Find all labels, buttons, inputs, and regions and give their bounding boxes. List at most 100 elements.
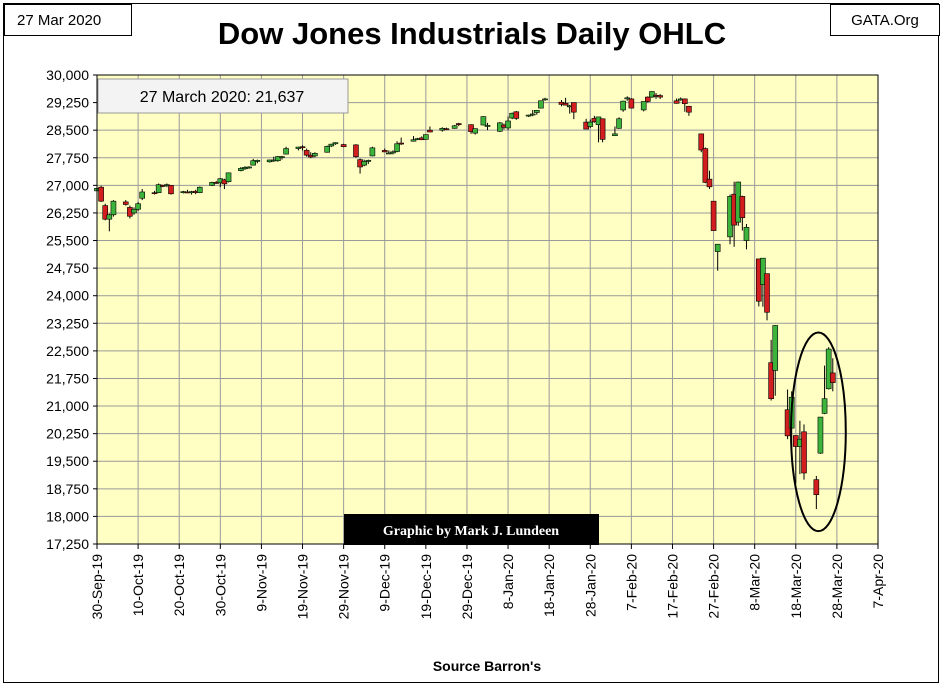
candle-up [480,116,487,126]
candle-body [768,362,774,400]
candle-up [451,125,458,129]
candle-up [649,91,655,98]
candle-up [365,159,372,165]
candle-up [821,365,828,415]
candle-down [764,273,770,321]
candle-body [394,143,400,152]
candle-down [168,184,174,195]
candle-down [102,203,109,221]
candle-up [612,126,618,137]
candle-body [472,128,478,134]
candle-body [122,201,129,205]
candle-body [423,134,429,140]
candle-body [612,133,618,136]
candle-body [250,160,256,166]
x-tick-label: 7-Apr-20 [870,554,886,609]
candle-body [821,398,828,414]
candle-up [225,172,232,183]
candle-up [529,109,536,117]
last-close-label: 27 March 2020: 21,637 [140,89,305,106]
candle-body [353,144,359,157]
candle-body [102,205,109,220]
y-tick-label: 24,750 [46,260,89,276]
candle-body [624,97,631,100]
candle-body [299,146,306,149]
y-tick-label: 27,750 [46,150,89,166]
candle-body [168,185,174,195]
candle-down [682,98,688,112]
candle-up [620,100,626,112]
candle-down [645,96,651,103]
candle-up [538,100,544,109]
y-tick-label: 29,250 [46,95,89,111]
candle-up [250,158,256,166]
candle-body [106,214,113,220]
candle-down [571,102,577,120]
candle-down [455,122,462,127]
candle-body [361,161,367,166]
candle-body [525,114,532,117]
candle-body [451,125,458,129]
candle-down [427,126,433,133]
candle-body [340,144,347,148]
candle-body [324,146,330,153]
candle-up [324,145,330,153]
candle-body [443,128,450,131]
candle-body [529,113,536,116]
candle-down [829,358,836,392]
candle-up [423,134,429,140]
candle-body [801,431,807,474]
candle-body [455,123,462,125]
candle-body [468,124,474,132]
candle-up [505,116,511,131]
candle-up [484,122,491,131]
candle-down [686,105,692,116]
candle-up [312,152,318,158]
candle-up [283,146,289,155]
candle-up [246,166,252,169]
candles [94,91,836,510]
y-tick-label: 23,250 [46,315,89,331]
candle-body [131,208,137,214]
candle-body [484,125,491,127]
candle-up [410,136,417,142]
candle-body [616,118,622,129]
candle-body [312,153,318,157]
candle-body [427,129,433,133]
candle-down [98,185,104,202]
candle-up [817,416,824,454]
candle-body [645,96,651,102]
candle-up [279,155,285,160]
candle-body [813,479,820,496]
y-tick-label: 17,250 [46,536,89,552]
candle-down [710,200,717,231]
last-close-box: 27 March 2020: 21,637 [97,78,349,114]
candle-body [505,120,511,129]
candle-up [640,101,647,112]
candle-body [480,116,487,126]
candle-body [628,98,635,109]
x-tick-label: 17-Feb-20 [664,554,680,619]
candle-body [196,186,203,194]
candle-body [587,121,594,127]
candle-up [275,155,281,162]
candle-body [254,160,261,162]
candle-body [275,156,281,162]
candle-up [772,325,779,396]
candle-down [657,94,663,99]
credit-box: Graphic by Mark J. Lundeen [344,514,599,545]
candle-body [542,98,548,101]
candle-body [98,186,104,202]
candle-up [106,213,113,232]
x-tick-label: 18-Jan-20 [541,554,557,617]
x-tick-label: 9-Nov-19 [253,554,269,612]
y-axis-ticks: 30,000 29,250 28,500 27,750 27,000 26,250 25,5… [46,67,97,552]
candle-body [702,148,709,183]
candle-down [303,148,310,157]
candle-body [743,226,750,241]
candle-up [328,143,335,148]
candle-up [525,114,532,117]
candle-down [353,144,359,158]
x-tick-label: 28-Jan-20 [582,554,598,617]
candle-up [616,117,622,129]
